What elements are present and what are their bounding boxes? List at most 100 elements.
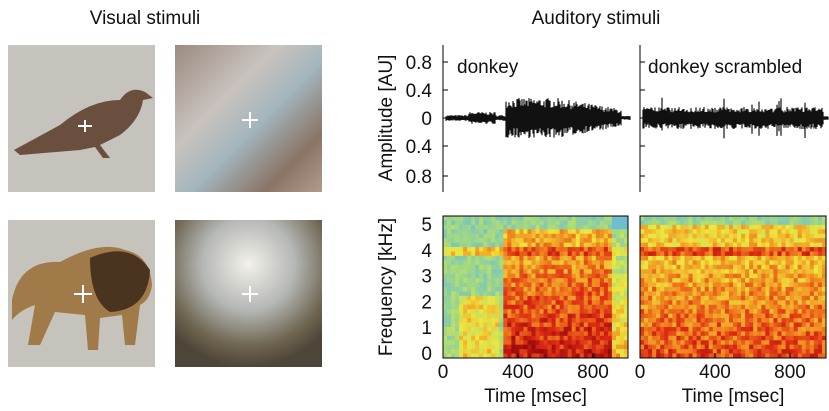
spectrogram-cell: [729, 269, 733, 274]
spectrogram-cell: [491, 278, 495, 283]
spectrogram-cell: [652, 305, 656, 310]
spectrogram-cell: [536, 247, 540, 252]
spectrogram-cell: [672, 318, 676, 323]
spectrogram-cell: [604, 278, 608, 283]
spectrogram-cell: [503, 278, 507, 283]
spectrogram-cell: [584, 216, 588, 221]
spectrogram-cell: [644, 243, 648, 248]
spectrogram-cell: [664, 291, 668, 296]
spectrogram-cell: [818, 225, 822, 230]
spectrogram-cell: [705, 238, 709, 243]
spectrogram-cell: [745, 331, 749, 336]
spectrogram-cell: [447, 243, 451, 248]
spectrogram-cell: [576, 287, 580, 292]
spectrogram-cell: [596, 234, 600, 239]
spectrogram-cell: [814, 216, 818, 221]
spectrogram-cell: [592, 345, 596, 350]
spectrogram-cell: [584, 229, 588, 234]
spectrogram-cell: [652, 216, 656, 221]
spectrogram-cell: [782, 225, 786, 230]
spectrogram-cell: [753, 305, 757, 310]
spectrogram-cell: [604, 300, 608, 305]
spectrogram-cell: [814, 283, 818, 288]
spectrogram-cell: [757, 274, 761, 279]
spectrogram-cell: [810, 243, 814, 248]
spectrogram-cell: [544, 256, 548, 261]
spectrogram-cell: [701, 278, 705, 283]
spectrogram-cell: [684, 247, 688, 252]
spectrogram-cell: [511, 252, 515, 257]
spectrogram-cell: [503, 216, 507, 221]
spectrogram-cell: [697, 216, 701, 221]
spectrogram-cell: [588, 336, 592, 341]
spectrogram-cell: [689, 340, 693, 345]
spectrogram-cell: [790, 238, 794, 243]
spectrogram-cell: [810, 269, 814, 274]
spectrogram-cell: [568, 327, 572, 332]
spectrogram-cell: [725, 234, 729, 239]
spectrogram-cell: [693, 243, 697, 248]
spectrogram-cell: [544, 349, 548, 354]
spectrogram-cell: [471, 216, 475, 221]
spectrogram-cell: [656, 234, 660, 239]
spectrogram-cell: [689, 220, 693, 225]
spectrogram-cell: [519, 229, 523, 234]
spectrogram-cell: [600, 336, 604, 341]
spectrogram-cell: [459, 252, 463, 257]
spectrogram-cell: [495, 340, 499, 345]
spectrogram-cell: [455, 336, 459, 341]
spectrogram-cell: [495, 287, 499, 292]
spectrogram-cell: [620, 243, 624, 248]
spectrogram-cell: [544, 283, 548, 288]
spectrogram-cell: [782, 309, 786, 314]
spectrogram-cell: [640, 296, 644, 301]
spectrogram-cell: [556, 260, 560, 265]
spectrogram-cell: [443, 269, 447, 274]
spectrogram-cell: [806, 274, 810, 279]
spectrogram-cell: [495, 349, 499, 354]
spectrogram-cell: [531, 323, 535, 328]
spectrogram-cell: [592, 238, 596, 243]
spectrogram-cell: [741, 331, 745, 336]
spectrogram-cell: [786, 225, 790, 230]
spectrogram-cell: [652, 309, 656, 314]
spectrogram-cell: [588, 323, 592, 328]
spectrogram-cell: [648, 225, 652, 230]
spectrogram-cell: [620, 327, 624, 332]
spectrogram-cell: [668, 300, 672, 305]
spectrogram-cell: [592, 243, 596, 248]
spectrogram-cell: [794, 225, 798, 230]
spectrogram-cell: [689, 327, 693, 332]
spectrogram-cell: [487, 243, 491, 248]
spectrogram-cell: [576, 260, 580, 265]
spectrogram-cell: [451, 305, 455, 310]
spectrogram-cell: [483, 314, 487, 319]
spectrogram-cell: [644, 238, 648, 243]
spectrogram-cell: [572, 225, 576, 230]
spectrogram-cell: [733, 305, 737, 310]
spectrogram-cell: [536, 349, 540, 354]
spectrogram-cell: [536, 314, 540, 319]
spectrogram-cell: [544, 291, 548, 296]
spectrogram-cell: [668, 309, 672, 314]
spectrogram-cell: [725, 216, 729, 221]
spectrogram-cell: [765, 314, 769, 319]
spectrogram-cell: [620, 225, 624, 230]
spectrogram-cell: [721, 331, 725, 336]
spectrogram-cell: [765, 260, 769, 265]
spectrogram-cell: [668, 336, 672, 341]
spectrogram-cell: [672, 225, 676, 230]
spectrogram-cell: [499, 296, 503, 301]
spectrogram-cell: [495, 345, 499, 350]
spectrogram-cell: [701, 225, 705, 230]
spectrogram-cell: [479, 336, 483, 341]
spectrogram-cell: [447, 314, 451, 319]
spectrogram-cell: [503, 314, 507, 319]
spectrogram-cell: [596, 220, 600, 225]
figure: Visual stimuli Auditory stimuli Amplitud…: [0, 0, 829, 406]
spectrogram-cell: [548, 234, 552, 239]
spectrogram-cell: [660, 220, 664, 225]
spectrogram-cell: [660, 345, 664, 350]
spectrogram-cell: [487, 309, 491, 314]
spectrogram-cell: [689, 318, 693, 323]
